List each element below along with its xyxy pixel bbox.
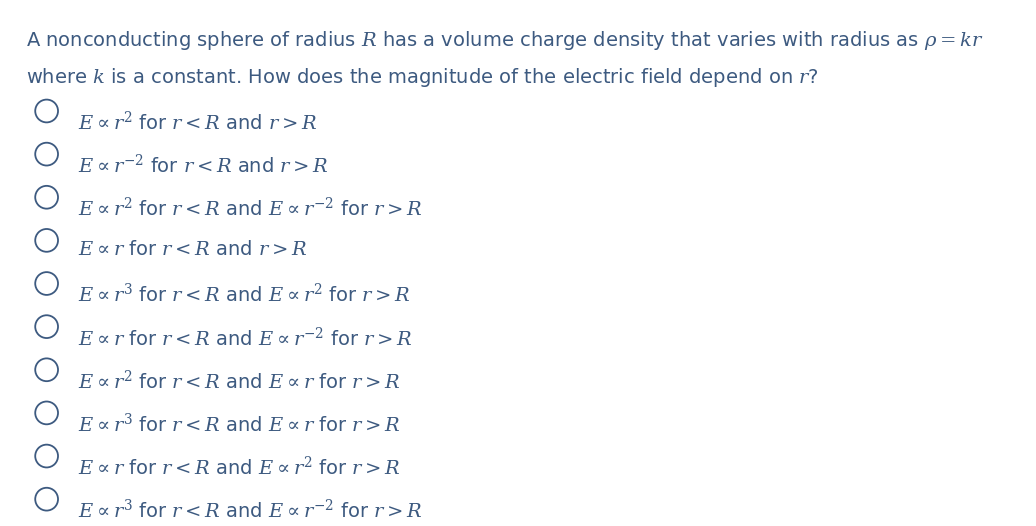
Text: $E \propto r^2$ for $r < R$ and $E \propto r$ for $r > R$: $E \propto r^2$ for $r < R$ and $E \prop… xyxy=(78,369,401,392)
Text: A nonconducting sphere of radius $R$ has a volume charge density that varies wit: A nonconducting sphere of radius $R$ has… xyxy=(26,29,983,52)
Text: $E \propto r^3$ for $r < R$ and $E \propto r^{-2}$ for $r > R$: $E \propto r^3$ for $r < R$ and $E \prop… xyxy=(78,499,422,522)
Text: where $k$ is a constant. How does the magnitude of the electric field depend on : where $k$ is a constant. How does the ma… xyxy=(26,66,818,89)
Text: $E \propto r^{-2}$ for $r < R$ and $r > R$: $E \propto r^{-2}$ for $r < R$ and $r > … xyxy=(78,154,328,177)
Text: $E \propto r^3$ for $r < R$ and $E \propto r^2$ for $r > R$: $E \propto r^3$ for $r < R$ and $E \prop… xyxy=(78,283,410,306)
Text: $E \propto r^2$ for $r < R$ and $r > R$: $E \propto r^2$ for $r < R$ and $r > R$ xyxy=(78,110,317,134)
Text: $E \propto r$ for $r < R$ and $E \propto r^2$ for $r > R$: $E \propto r$ for $r < R$ and $E \propto… xyxy=(78,456,401,479)
Text: $E \propto r^3$ for $r < R$ and $E \propto r$ for $r > R$: $E \propto r^3$ for $r < R$ and $E \prop… xyxy=(78,412,401,436)
Text: $E \propto r$ for $r < R$ and $E \propto r^{-2}$ for $r > R$: $E \propto r$ for $r < R$ and $E \propto… xyxy=(78,326,412,349)
Text: $E \propto r^2$ for $r < R$ and $E \propto r^{-2}$ for $r > R$: $E \propto r^2$ for $r < R$ and $E \prop… xyxy=(78,197,422,220)
Text: $E \propto r$ for $r < R$ and $r > R$: $E \propto r$ for $r < R$ and $r > R$ xyxy=(78,240,308,259)
